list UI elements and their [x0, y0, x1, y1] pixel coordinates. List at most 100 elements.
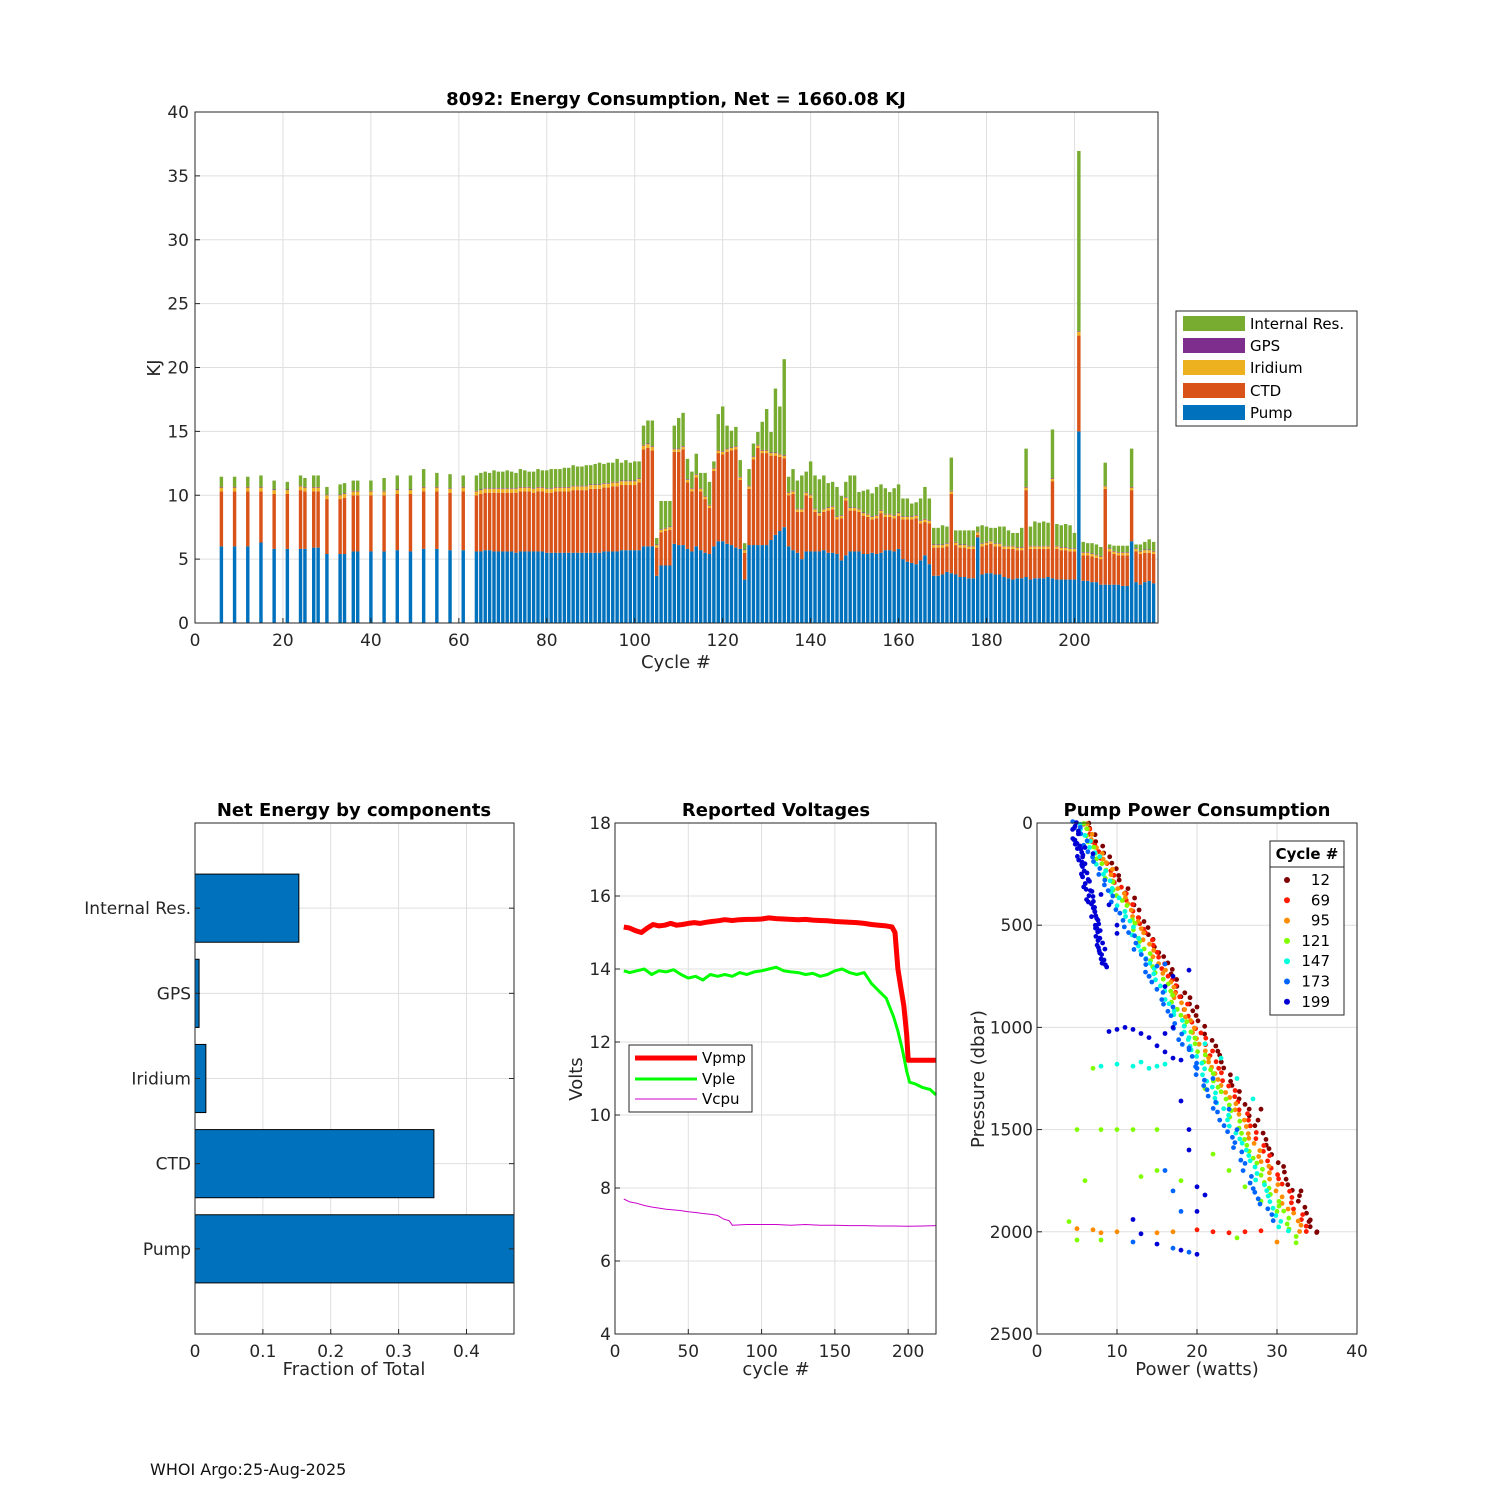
energy-bar-pump	[509, 551, 514, 623]
energy-bar-gps	[369, 490, 373, 492]
pump-power-point	[1314, 1229, 1320, 1235]
pump-power-point	[1070, 827, 1075, 832]
energy-bar-cycle	[910, 503, 914, 623]
energy-bar-internal	[826, 483, 830, 508]
pump-power-point	[1215, 1048, 1221, 1054]
energy-bar-internal	[382, 478, 386, 491]
pump-power-legend-label: 121	[1301, 932, 1330, 950]
energy-bar-pump	[531, 551, 536, 623]
pump-power-point	[1213, 1099, 1219, 1105]
energy-ylabel: KJ	[144, 359, 165, 376]
energy-bar-internal	[589, 465, 593, 485]
energy-bar-cycle	[474, 475, 479, 623]
energy-bar-gps	[764, 449, 769, 451]
pump-power-point	[1215, 1084, 1221, 1090]
energy-bar-iridium	[808, 495, 813, 498]
energy-bar-iridium	[611, 482, 615, 487]
pump-power-point	[1261, 1143, 1267, 1148]
energy-bar-cycle	[804, 471, 808, 623]
energy-bar-pump	[1055, 579, 1059, 623]
pump-power-point	[1226, 1168, 1232, 1173]
energy-bar-cycle	[1134, 544, 1138, 623]
energy-bar-ctd	[1050, 481, 1055, 579]
energy-bar-gps	[975, 531, 980, 533]
energy-bar-cycle	[553, 469, 558, 623]
energy-bar-ctd	[870, 519, 874, 553]
voltages-xtick-label: 100	[745, 1342, 777, 1362]
energy-bar-pump	[967, 578, 971, 623]
energy-bar-iridium	[676, 449, 681, 452]
pump-power-point	[1231, 1145, 1236, 1150]
pump-power-point	[1255, 1196, 1261, 1202]
energy-bar-internal	[1046, 522, 1050, 546]
pump-power-legend-label: 173	[1301, 973, 1330, 991]
energy-bar-pump	[742, 579, 747, 623]
pump-power-point	[1202, 1041, 1208, 1047]
energy-bar-iridium	[672, 449, 677, 452]
pump-power-point	[1150, 942, 1156, 948]
energy-bar-iridium	[800, 509, 804, 512]
pump-power-point	[1178, 1209, 1184, 1214]
pump-power-point	[1089, 914, 1094, 920]
pump-power-point	[1106, 902, 1112, 908]
energy-bar-iridium	[760, 450, 764, 454]
energy-bar-ctd	[1024, 490, 1028, 578]
energy-bar-ctd	[342, 497, 347, 555]
pump-power-point	[1075, 831, 1081, 837]
energy-bar-gps	[936, 544, 940, 546]
energy-bar-pump	[857, 551, 861, 623]
energy-bar-cycle	[1037, 522, 1041, 623]
energy-bar-pump	[1050, 578, 1055, 623]
energy-bar-ctd	[246, 491, 250, 547]
energy-ytick-label: 5	[178, 550, 189, 570]
energy-bar-internal	[892, 488, 896, 516]
pump-power-point	[1122, 1025, 1128, 1030]
energy-bar-ctd	[1028, 548, 1033, 580]
energy-bar-gps	[606, 483, 611, 484]
energy-bar-cycle	[703, 472, 707, 623]
pump-power-point	[1110, 893, 1116, 899]
pump-power-point	[1103, 860, 1109, 866]
pump-power-point	[1213, 1090, 1218, 1096]
pump-power-point	[1284, 1221, 1290, 1227]
energy-bar-internal	[927, 498, 932, 521]
energy-bar-cycle	[584, 465, 589, 623]
energy-bar-ctd	[791, 493, 795, 551]
energy-bar-internal	[479, 472, 483, 490]
energy-bar-gps	[874, 515, 879, 516]
energy-bar-ctd	[540, 491, 545, 552]
energy-bars	[219, 150, 1156, 623]
energy-bar-pump	[1103, 584, 1107, 623]
pump-power-point	[1287, 1188, 1292, 1194]
energy-bar-internal	[272, 480, 276, 490]
energy-bar-gps	[910, 516, 914, 517]
energy-bar-gps	[285, 489, 290, 491]
pump-power-point	[1170, 1245, 1176, 1251]
legend-label-vcpu: Vcpu	[702, 1090, 740, 1108]
components-xtick-label: 0.3	[385, 1342, 412, 1362]
energy-bar-internal	[844, 481, 848, 498]
pump-power-point	[1261, 1148, 1266, 1154]
energy-bar-pump	[1006, 578, 1011, 623]
energy-bar-ctd	[492, 492, 496, 552]
energy-bar-ctd	[729, 450, 734, 546]
energy-bar-ctd	[351, 495, 356, 552]
energy-bar-internal	[795, 480, 800, 509]
energy-bar-internal	[1050, 429, 1055, 479]
energy-bar-ctd	[1094, 557, 1099, 583]
components-title: Net Energy by components	[217, 800, 491, 821]
pump-power-point	[1085, 849, 1091, 855]
energy-bar-iridium	[285, 490, 290, 494]
energy-bar-internal	[624, 460, 628, 481]
energy-bar-cycle	[641, 425, 646, 623]
pump-power-point	[1089, 889, 1095, 894]
pump-power-point	[1244, 1142, 1250, 1148]
pump-power-point	[1295, 1198, 1301, 1204]
energy-bar-iridium	[421, 487, 426, 492]
pump-power-point	[1212, 1095, 1218, 1101]
energy-bar-pump	[923, 555, 927, 623]
energy-bar-cycle	[914, 502, 918, 623]
energy-bar-cycle	[984, 526, 989, 623]
energy-bar-iridium	[1081, 552, 1085, 556]
energy-bar-internal	[681, 412, 685, 447]
